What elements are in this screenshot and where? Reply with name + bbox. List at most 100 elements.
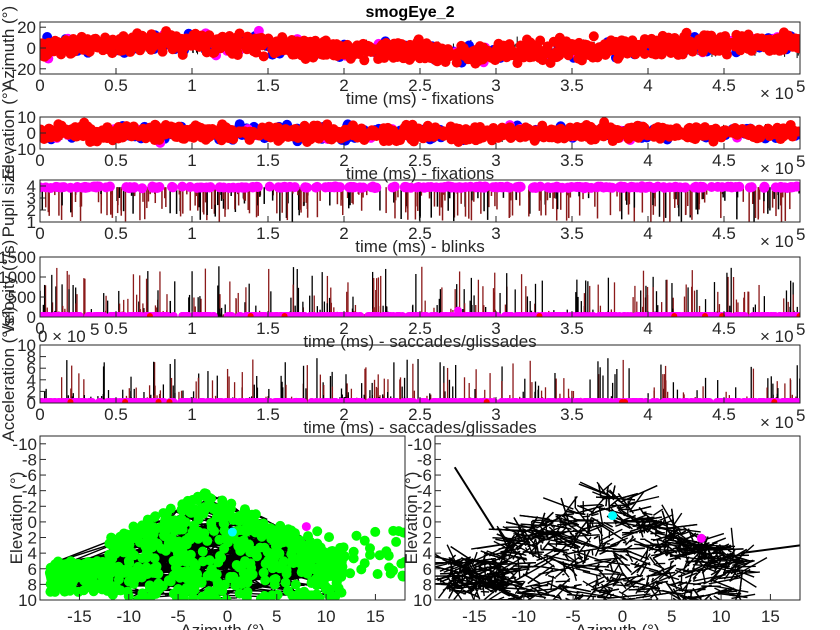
azimuth-data [35,26,804,69]
azimuth-point [89,35,99,45]
velocity-x-exponent: × 10 [760,327,794,346]
azimuth-point [481,51,491,61]
elevation-point [778,127,788,137]
velocity-xtick-label: 1.5 [256,319,280,338]
elevation-point [707,127,717,137]
azimuth-point [56,49,66,59]
velocity-marker [147,313,153,319]
pupil-point [168,182,178,192]
velocity-marker [702,313,708,319]
azimuth-point [582,40,592,50]
elevation-xtick-label: 0.5 [104,151,128,170]
elevation-point [553,125,563,135]
azimuth-point [315,45,325,55]
azimuth-point [277,32,287,42]
azimuth-point [301,54,311,64]
elevation-point [423,121,433,131]
elevation-point [156,129,166,139]
velocity-marker [248,313,254,319]
azimuth-point [257,35,267,45]
pupil-ytick-label: 4 [27,177,36,196]
elevation-point [39,134,49,144]
elevation-xtick-label: 1.5 [256,151,280,170]
elevation-x-exponent-power: 5 [796,152,805,171]
elevation-point [529,126,539,136]
pupil-point [265,182,275,192]
pupil-x-exponent: × 10 [760,232,794,251]
azimuth-point [393,39,403,49]
pupil-point [476,182,486,192]
azimuth-point [492,43,502,53]
azimuth-point [98,45,108,55]
azimuth-point [356,43,366,53]
azimuth-xtick-label: 4 [643,76,652,95]
elevation-point [274,127,284,137]
elevation-point [191,128,201,138]
azimuth-point [232,37,242,47]
elevation-point [182,131,192,141]
azimuth-point [218,34,228,44]
azimuth-point [773,33,783,43]
elevation-point [356,131,366,141]
pupil-xtick-label: 3.5 [560,224,584,243]
azimuth-point [432,41,442,51]
elevation-point [53,129,63,139]
pupil-data [35,181,802,222]
pupil-xtick-label: 1 [187,224,196,243]
azimuth-point [694,34,704,44]
pupil-point [388,182,398,192]
azimuth-point [58,38,68,48]
velocity-baseline-point [379,312,387,320]
elevation-point [690,128,700,138]
pupil-point [344,182,354,192]
azimuth-point [157,41,167,51]
azimuth-point [658,31,668,41]
azimuth-x-exponent-power: 5 [796,77,805,96]
pupil-point [41,182,51,192]
elevation-point [237,127,247,137]
azimuth-point [388,53,398,63]
azimuth-point [444,50,454,60]
pupil-point [747,182,757,192]
velocity-baseline-point [505,312,513,320]
azimuth-point [465,53,475,63]
elevation-xtick-label: 1 [187,151,196,170]
pupil-point [300,182,310,192]
pupil-point [154,182,164,192]
elevation-point [425,130,435,140]
pupil-point [452,183,462,193]
azimuth-point [679,32,689,42]
velocity-baseline-point [72,312,80,320]
velocity-baseline-point [652,312,660,320]
azimuth-point [522,49,532,59]
azimuth-xlabel: time (ms) - fixations [346,89,494,108]
pupil-point [440,182,450,192]
pupil-point [502,182,512,192]
pupil-xtick-label: 4 [643,224,652,243]
azimuth-point [269,48,279,58]
elevation-point [161,120,171,130]
pupil-point [335,182,345,192]
azimuth-point [100,32,110,42]
pupil-point [177,182,187,192]
pupil-point [616,182,626,192]
pupil-point [312,182,322,192]
elevation-point [314,134,324,144]
velocity-xlabel: time (ms) - saccades/glissades [303,332,536,351]
pupil-point [599,183,609,193]
velocity-baseline-point [202,312,210,320]
pupil-point [461,182,471,192]
velocity-baseline-point [515,312,523,320]
velocity-baseline-point [476,312,484,320]
velocity-baseline-point [309,312,317,320]
elevation-x-exponent: × 10 [760,159,794,178]
azimuth-point [293,37,303,47]
elevation-point [330,132,340,142]
velocity-baseline-point [300,312,308,320]
azimuth-point [154,32,164,42]
elevation-point [122,129,132,139]
velocity-xtick-label: 3.5 [560,319,584,338]
pupil-xtick-label: 1.5 [256,224,280,243]
azimuth-point [348,48,358,58]
azimuth-xtick-label: 1 [187,76,196,95]
